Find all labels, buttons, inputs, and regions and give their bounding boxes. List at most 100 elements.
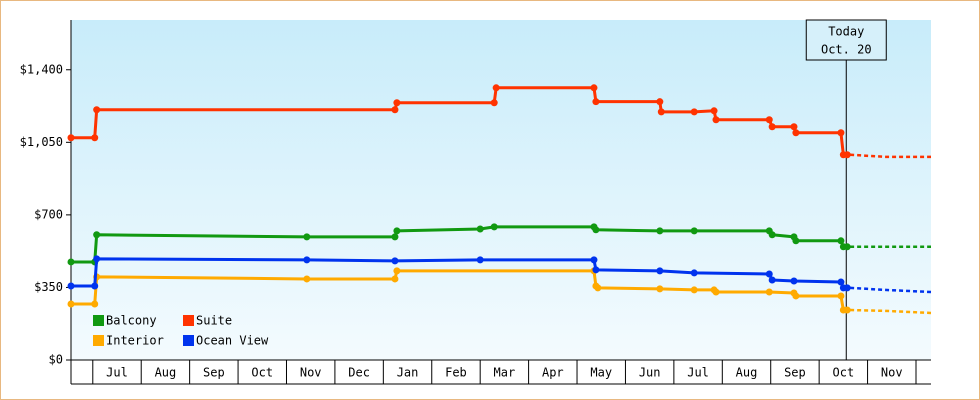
y-tick-label: $350 (34, 280, 63, 294)
today-box (805, 19, 887, 61)
point (393, 99, 401, 107)
today-date: Oct. 20 (821, 43, 872, 57)
point (792, 237, 800, 245)
forecast-line (850, 286, 932, 294)
point (490, 99, 498, 107)
point (837, 292, 845, 300)
point (837, 237, 845, 245)
point (391, 275, 399, 283)
point (303, 256, 311, 264)
point (690, 269, 698, 277)
forecast-line (850, 308, 932, 315)
point (765, 270, 773, 278)
y-tick-label: $0 (49, 353, 63, 367)
point (656, 267, 664, 275)
point (592, 98, 600, 106)
point (712, 288, 720, 296)
point (476, 256, 484, 264)
y-tick-label: $700 (34, 207, 63, 221)
point (93, 255, 101, 263)
x-tick-label: Aug (736, 366, 758, 380)
point (765, 288, 773, 296)
point (837, 129, 845, 137)
point (656, 285, 664, 293)
x-tick-label: Jul (106, 366, 128, 380)
point (843, 243, 851, 251)
point (303, 275, 311, 283)
y-tick-label: $1,400 (20, 62, 63, 76)
point (391, 257, 399, 265)
x-tick-label: Jun (639, 366, 661, 380)
point (837, 278, 845, 286)
point (393, 227, 401, 235)
point (391, 233, 399, 241)
point (490, 223, 498, 231)
x-tick-label: Oct (833, 366, 855, 380)
point (656, 98, 664, 106)
x-tick-label: Sep (203, 366, 225, 380)
forecast-line (850, 153, 931, 159)
point (690, 227, 698, 235)
point (91, 300, 99, 308)
point (67, 282, 75, 290)
point (393, 267, 401, 275)
x-tick-label: Apr (542, 366, 564, 380)
x-tick-label: Nov (881, 366, 903, 380)
point (690, 108, 698, 116)
x-tick-label: May (590, 366, 612, 380)
point (592, 226, 600, 234)
series-line (71, 257, 848, 290)
point (768, 231, 776, 239)
legend-label: Ocean View (196, 334, 269, 348)
point (476, 225, 484, 233)
point (656, 227, 664, 235)
point (594, 284, 602, 292)
point (712, 116, 720, 124)
point (792, 129, 800, 137)
point (657, 108, 665, 116)
point (792, 292, 800, 300)
point (93, 231, 101, 239)
point (768, 123, 776, 131)
point (67, 134, 75, 142)
point (790, 277, 798, 285)
x-tick-label: Feb (445, 366, 467, 380)
legend-label: Suite (196, 314, 232, 328)
point (391, 106, 399, 114)
point (765, 116, 773, 124)
point (710, 107, 718, 115)
legend-swatch (93, 315, 104, 326)
point (592, 266, 600, 274)
point (492, 84, 500, 92)
point (67, 258, 75, 266)
y-tick-label: $1,050 (20, 135, 63, 149)
legend-label: Interior (106, 334, 164, 348)
x-tick-label: Sep (784, 366, 806, 380)
point (67, 300, 75, 308)
point (590, 256, 598, 264)
point (843, 284, 851, 292)
x-tick-label: Mar (494, 366, 516, 380)
point (790, 123, 798, 131)
point (690, 286, 698, 294)
point (590, 84, 598, 92)
x-tick-label: Nov (300, 366, 322, 380)
today-label: Today (828, 25, 864, 39)
legend-swatch (183, 335, 194, 346)
legend-swatch (93, 335, 104, 346)
x-tick-label: Jul (687, 366, 709, 380)
plot-area (71, 20, 931, 360)
point (303, 233, 311, 241)
point (843, 306, 851, 314)
x-tick-label: Oct (251, 366, 273, 380)
point (91, 282, 99, 290)
x-tick-label: Jan (397, 366, 419, 380)
x-tick-label: Dec (348, 366, 370, 380)
point (93, 106, 101, 114)
legend-label: Balcony (106, 314, 157, 328)
point (843, 151, 851, 159)
legend-swatch (183, 315, 194, 326)
point (91, 134, 99, 142)
x-tick-label: Aug (155, 366, 177, 380)
